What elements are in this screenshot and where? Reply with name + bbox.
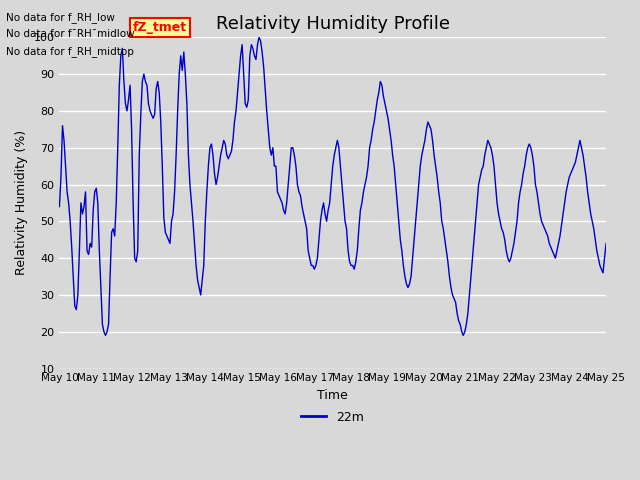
Legend: 22m: 22m [296, 406, 369, 429]
Text: fZ_tmet: fZ_tmet [133, 21, 188, 34]
X-axis label: Time: Time [317, 389, 348, 402]
Text: No data for f_RH_midtop: No data for f_RH_midtop [6, 46, 134, 57]
Title: Relativity Humidity Profile: Relativity Humidity Profile [216, 15, 450, 33]
Y-axis label: Relativity Humidity (%): Relativity Humidity (%) [15, 131, 28, 276]
Text: No data for f_RH_low: No data for f_RH_low [6, 12, 115, 23]
Text: No data for f¯RH¯midlow: No data for f¯RH¯midlow [6, 29, 135, 39]
